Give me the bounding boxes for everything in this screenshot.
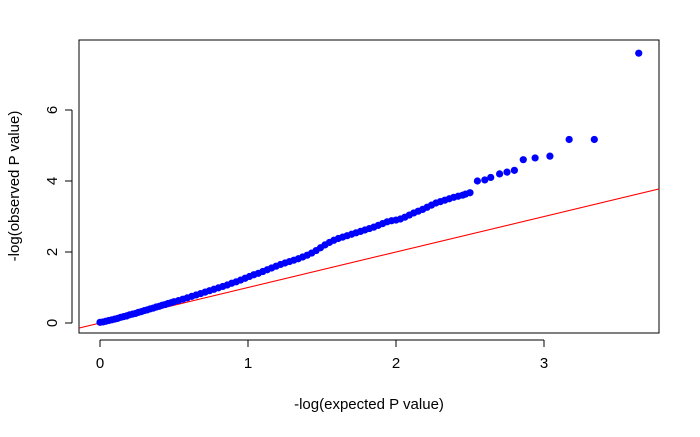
data-point [565, 135, 573, 144]
data-point [466, 189, 474, 197]
y-axis-tick-label: 0 [44, 319, 61, 327]
x-axis: 0 1 2 3 [96, 339, 548, 372]
data-point [487, 173, 495, 182]
y-axis-label: -log(observed P value) [6, 111, 23, 262]
x-axis-label: -log(expected P value) [294, 396, 444, 413]
y-axis-tick-label: 4 [44, 177, 61, 185]
data-point [546, 152, 554, 160]
x-axis-tick-label: 2 [392, 355, 400, 372]
x-axis-tick-label: 3 [540, 355, 548, 372]
data-point [519, 156, 527, 164]
data-point [531, 154, 539, 162]
y-axis-tick-label: 6 [44, 106, 61, 114]
data-point [481, 176, 489, 184]
data-point [503, 168, 511, 176]
reference-line-layer [79, 188, 659, 329]
x-axis-tick-label: 0 [96, 355, 104, 372]
y-axis: 0 2 4 6 [44, 106, 73, 327]
plot-area [78, 39, 660, 334]
plot-frame [78, 39, 660, 334]
data-point [635, 49, 643, 57]
data-points-layer [96, 49, 643, 326]
y-axis-tick-label: 2 [44, 248, 61, 256]
data-point [496, 170, 504, 178]
reference-line [79, 188, 659, 329]
data-point [473, 177, 481, 185]
data-point [510, 166, 518, 174]
x-axis-tick-label: 1 [244, 355, 252, 372]
data-point [590, 135, 598, 144]
